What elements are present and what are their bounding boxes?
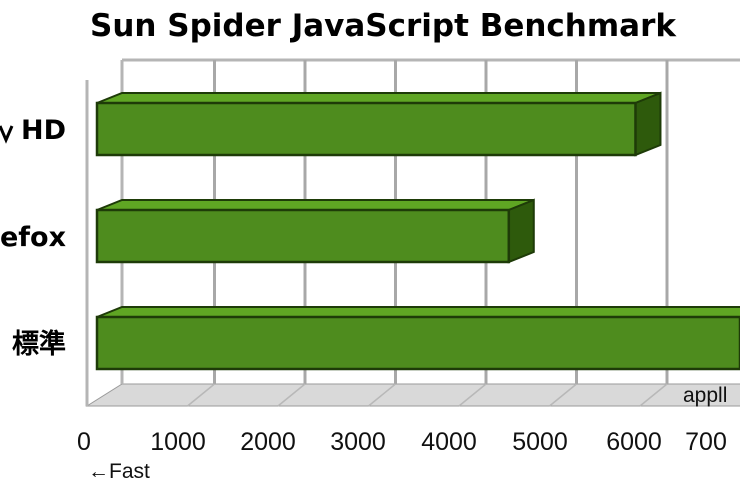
bar-side-face	[507, 198, 535, 264]
bar-top-face	[96, 199, 535, 211]
x-tick-label: 2000	[240, 428, 296, 456]
floor-gridline	[458, 383, 487, 407]
x-tick-label: 0	[77, 428, 91, 456]
bar-side-face	[634, 91, 662, 157]
floor-gridline	[187, 383, 215, 407]
bar-top-face	[96, 92, 661, 104]
x-tick-label: 700	[685, 428, 727, 456]
bar	[95, 101, 637, 157]
floor-gridline	[549, 383, 577, 407]
x-tick-label: 4000	[421, 428, 477, 456]
category-label: efox	[0, 222, 66, 253]
chart-title: Sun Spider JavaScript Benchmark	[90, 8, 676, 44]
x-tick-label: 3000	[330, 428, 386, 456]
fast-direction-note: ←Fast	[88, 460, 150, 483]
category-label: HD	[21, 115, 66, 146]
cutoff-glyph	[0, 125, 14, 144]
chart-annotation: appll	[683, 384, 727, 407]
x-tick-label: 6000	[606, 428, 662, 456]
floor-gridline	[277, 383, 306, 407]
floor-gridline	[639, 383, 668, 407]
bar	[95, 315, 740, 371]
chart-floor	[85, 383, 740, 407]
floor-gridline	[368, 383, 396, 407]
bar	[95, 208, 511, 264]
x-tick-label: 5000	[512, 428, 568, 456]
bar-top-face	[96, 306, 740, 318]
x-tick-label: 1000	[150, 428, 206, 456]
category-label: 標準	[12, 328, 66, 360]
